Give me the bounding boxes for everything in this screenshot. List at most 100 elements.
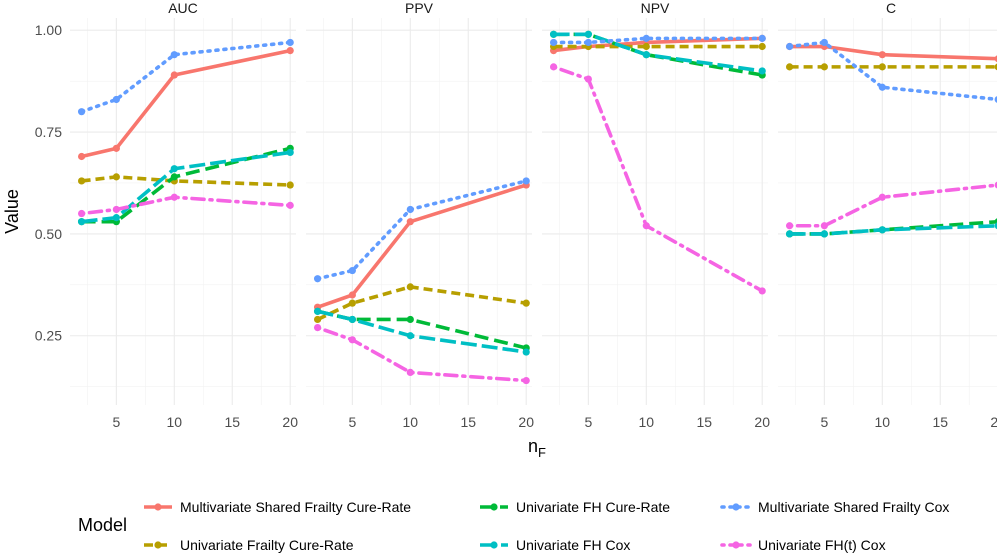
- data-point: [170, 165, 178, 173]
- legend-key-point: [154, 503, 162, 511]
- series-line: [81, 48, 291, 159]
- facet-panel-ppv: PPV 5 10 15 20: [306, 0, 534, 430]
- data-point: [286, 201, 294, 209]
- data-point: [112, 173, 120, 181]
- data-point: [642, 42, 650, 51]
- x-tick-label: 5: [348, 414, 356, 430]
- data-point: [286, 148, 294, 157]
- y-tick-label: 0.25: [35, 328, 62, 344]
- data-point: [785, 42, 794, 51]
- series-line: [315, 325, 529, 383]
- data-point: [522, 177, 530, 185]
- series-line: [81, 146, 291, 224]
- legend-entry: Univariate FH Cure-Rate: [480, 499, 670, 515]
- y-tick-label: 0.75: [35, 124, 62, 140]
- series-line: [551, 36, 765, 45]
- x-tick-label: 5: [584, 414, 592, 430]
- legend-entry: Univariate FH(t) Cox: [720, 537, 886, 553]
- data-point: [785, 222, 794, 230]
- data-point: [522, 376, 530, 385]
- series-line: [315, 179, 529, 281]
- data-point: [549, 30, 558, 38]
- data-point: [758, 34, 766, 42]
- data-point: [77, 177, 86, 185]
- panel-background: [542, 18, 768, 405]
- data-point: [820, 222, 828, 230]
- data-point: [994, 181, 997, 189]
- x-tick-label: 20: [518, 414, 534, 430]
- series-line: [316, 183, 527, 309]
- data-point: [820, 63, 828, 71]
- data-point: [878, 63, 886, 71]
- y-tick-label: 1.00: [35, 22, 62, 38]
- data-point: [112, 144, 120, 152]
- facet-strip-title: AUC: [168, 0, 198, 16]
- series-line: [553, 32, 763, 73]
- data-point: [820, 230, 828, 238]
- data-point: [348, 266, 356, 275]
- series-line: [79, 195, 293, 216]
- data-point: [170, 51, 178, 59]
- legend-key-point: [490, 541, 498, 549]
- legend-title: Model: [78, 515, 127, 535]
- data-point: [112, 214, 120, 222]
- series-line: [787, 40, 997, 102]
- x-tick-label: 15: [460, 414, 476, 430]
- x-tick-label: 10: [167, 414, 183, 430]
- x-tick-label: 15: [932, 414, 948, 430]
- x-tick-label: 20: [754, 414, 770, 430]
- data-point: [785, 230, 794, 238]
- data-point: [348, 291, 356, 299]
- data-point: [994, 55, 997, 63]
- data-point: [170, 193, 178, 201]
- data-point: [642, 222, 650, 230]
- data-point: [785, 63, 794, 71]
- panel-background: [306, 18, 532, 405]
- series-line: [81, 175, 291, 187]
- facet-strip-title: C: [886, 0, 896, 16]
- data-point: [994, 96, 997, 103]
- data-point: [112, 95, 120, 104]
- series-line: [789, 223, 997, 236]
- data-point: [406, 218, 414, 226]
- data-point: [878, 193, 886, 201]
- panels-layer: AUC 5 10 15 20 0.25 0.50 0.75 1.00 PPV 5 10 15 20 NPV 5…: [35, 0, 997, 430]
- data-point: [77, 209, 86, 218]
- data-point: [77, 152, 86, 161]
- x-tick-label: 20: [282, 414, 298, 430]
- legend-label: Univariate Frailty Cure-Rate: [180, 537, 354, 553]
- panel-background: [778, 18, 997, 405]
- data-point: [406, 315, 414, 324]
- x-axis-title: nF: [528, 436, 546, 460]
- panel-background: [70, 18, 296, 405]
- data-point: [522, 348, 530, 356]
- series-line: [79, 40, 293, 114]
- data-point: [286, 181, 294, 189]
- legend-entry: Multivariate Shared Frailty Cox: [720, 499, 949, 515]
- legend-key-point: [154, 541, 162, 549]
- data-point: [170, 71, 178, 79]
- series-line: [317, 309, 527, 350]
- data-point: [549, 38, 558, 47]
- axes-layer: Value nF: [2, 189, 546, 460]
- data-point: [584, 38, 592, 47]
- data-point: [878, 226, 886, 234]
- data-point: [758, 42, 766, 51]
- data-point: [642, 51, 650, 59]
- series-line: [787, 183, 997, 228]
- x-tick-label: 15: [696, 414, 712, 430]
- x-tick-label: 10: [639, 414, 655, 430]
- legend-key-point: [490, 503, 498, 511]
- y-tick-label: 0.50: [35, 226, 62, 242]
- data-point: [549, 63, 558, 71]
- data-point: [406, 332, 414, 340]
- data-point: [286, 38, 294, 47]
- facet-panel-auc: AUC 5 10 15 20 0.25 0.50 0.75 1.00: [35, 0, 298, 430]
- data-point: [994, 63, 997, 71]
- data-point: [77, 108, 86, 116]
- data-point: [994, 222, 997, 230]
- legend-entry: Multivariate Shared Frailty Cure-Rate: [144, 499, 411, 515]
- legend-label: Multivariate Shared Frailty Cure-Rate: [180, 499, 411, 515]
